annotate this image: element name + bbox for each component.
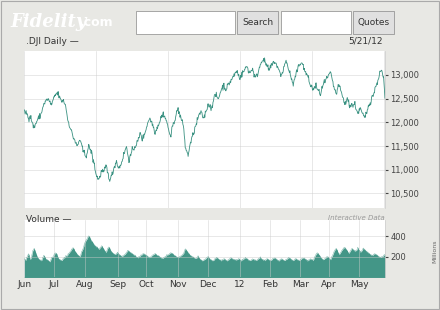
- Bar: [136, 11, 235, 34]
- Text: Interactive Data: Interactive Data: [328, 215, 385, 221]
- Text: Millions: Millions: [432, 239, 437, 263]
- Text: .com: .com: [80, 16, 113, 29]
- Bar: [282, 11, 351, 34]
- Text: 5/21/12: 5/21/12: [348, 37, 383, 46]
- Text: Search: Search: [242, 18, 273, 27]
- Text: Quotes: Quotes: [357, 18, 389, 27]
- Text: Volume —: Volume —: [26, 215, 72, 224]
- Text: .DJI Daily —: .DJI Daily —: [26, 37, 79, 46]
- Text: Fidelity: Fidelity: [10, 13, 87, 32]
- Bar: [353, 11, 394, 34]
- Bar: [237, 11, 279, 34]
